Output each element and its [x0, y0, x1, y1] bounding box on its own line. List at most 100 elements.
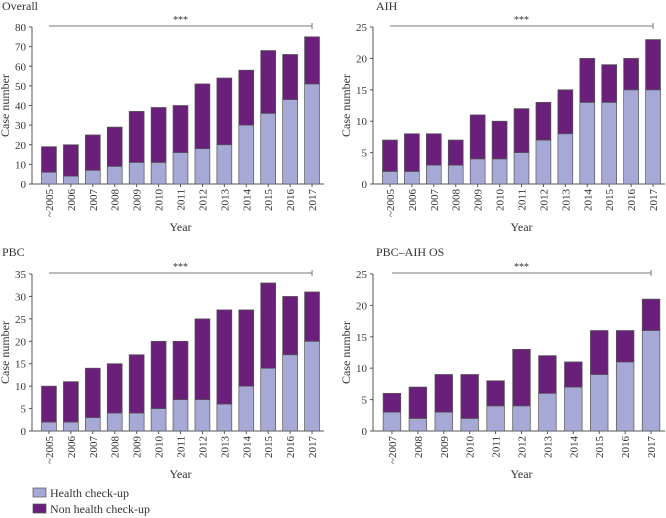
bar-health-checkup — [486, 405, 505, 432]
x-tick-label: 2011 — [176, 436, 188, 458]
panel-title: PBC–AIH OS — [376, 245, 444, 259]
x-tick-label: 2011 — [491, 436, 503, 458]
significance-label: *** — [514, 15, 529, 26]
bar-health-checkup — [260, 367, 276, 432]
bar-non-health-checkup — [557, 89, 574, 135]
x-tick-label: ~2005 — [385, 189, 397, 217]
x-tick-label: 2016 — [620, 436, 632, 459]
bar-health-checkup — [85, 169, 101, 185]
legend-label: Non health check-up — [50, 502, 150, 516]
bar-non-health-checkup — [382, 139, 398, 172]
bar-health-checkup — [238, 124, 255, 185]
x-tick-label: 2010 — [154, 189, 166, 212]
bar-non-health-checkup — [426, 133, 442, 166]
x-tick-label: 2009 — [473, 189, 485, 212]
chart-panel-0: Overall 0 10 20 30 40 50 60 70 80 Case number ~2005… — [0, 0, 324, 234]
bar-health-checkup — [304, 340, 320, 432]
chart-panel-1: AIH 0 5 10 15 20 25 Case number ~2005 2006 2007 200… — [339, 0, 665, 234]
x-tick-label: 2014 — [241, 436, 253, 459]
bar-health-checkup — [512, 405, 531, 432]
bar-health-checkup — [623, 89, 639, 185]
bar-non-health-checkup — [538, 355, 557, 394]
bar-health-checkup — [85, 417, 101, 432]
bar-health-checkup — [63, 175, 79, 185]
bar-health-checkup — [172, 152, 189, 185]
bar-health-checkup — [150, 162, 167, 185]
x-tick-label: 2014 — [241, 189, 253, 212]
bar-non-health-checkup — [150, 340, 167, 409]
bar-non-health-checkup — [645, 39, 661, 91]
x-tick-label: 2008 — [413, 436, 425, 459]
bar-non-health-checkup — [513, 108, 530, 153]
bar-health-checkup — [194, 399, 211, 432]
bar-health-checkup — [128, 412, 145, 432]
x-tick-label: 2016 — [626, 189, 638, 212]
bar-health-checkup — [469, 158, 486, 185]
bar-health-checkup — [282, 354, 298, 432]
y-tick-label: 10 — [15, 159, 27, 171]
bar-non-health-checkup — [172, 340, 189, 400]
bar-health-checkup — [172, 399, 189, 432]
bar-non-health-checkup — [85, 134, 101, 171]
bar-health-checkup — [601, 102, 617, 185]
y-axis-label: Case number — [0, 321, 12, 384]
bar-non-health-checkup — [63, 381, 79, 423]
x-tick-label: 2017 — [307, 189, 319, 212]
x-tick-label: 2017 — [307, 436, 319, 459]
legend-swatch — [32, 503, 47, 514]
bar-non-health-checkup — [491, 120, 508, 160]
x-tick-label: 2006 — [66, 436, 78, 459]
bar-health-checkup — [282, 99, 298, 185]
bar-health-checkup — [538, 392, 557, 432]
bar-non-health-checkup — [282, 54, 298, 100]
bar-non-health-checkup — [150, 107, 167, 163]
x-tick-label: 2007 — [88, 436, 100, 459]
x-tick-label: 2013 — [219, 189, 231, 212]
bar-health-checkup — [645, 89, 661, 185]
y-tick-label: 10 — [356, 116, 368, 128]
bar-health-checkup — [491, 158, 508, 185]
bar-non-health-checkup — [216, 77, 233, 146]
bar-non-health-checkup — [41, 385, 57, 423]
y-tick-label: 15 — [15, 359, 27, 371]
x-tick-label: 2017 — [646, 436, 658, 459]
x-tick-label: 2007 — [429, 189, 441, 212]
legend-label: Health check-up — [50, 486, 129, 500]
x-tick-label: 2012 — [197, 436, 209, 458]
bar-non-health-checkup — [447, 139, 464, 166]
bar-non-health-checkup — [382, 392, 402, 413]
y-tick-label: 15 — [356, 85, 368, 97]
bar-non-health-checkup — [238, 69, 255, 126]
bar-non-health-checkup — [512, 349, 531, 407]
bar-non-health-checkup — [260, 50, 276, 114]
bar-non-health-checkup — [460, 374, 479, 419]
bar-health-checkup — [535, 139, 552, 185]
bar-health-checkup — [382, 171, 398, 185]
bar-health-checkup — [238, 385, 255, 432]
x-tick-label: 2012 — [197, 189, 209, 211]
x-tick-label: 2016 — [285, 189, 297, 212]
x-tick-label: 2016 — [285, 436, 297, 459]
bar-non-health-checkup — [304, 36, 320, 85]
x-tick-label: 2008 — [451, 189, 463, 212]
y-tick-label: 20 — [15, 140, 27, 152]
y-tick-label: 30 — [15, 291, 27, 303]
x-tick-label: ~2005 — [44, 189, 56, 217]
y-axis-label: Case number — [339, 321, 353, 384]
bar-non-health-checkup — [641, 298, 661, 331]
x-tick-label: 2015 — [594, 436, 606, 459]
bar-non-health-checkup — [615, 330, 635, 363]
bar-non-health-checkup — [408, 386, 428, 419]
bar-non-health-checkup — [194, 318, 211, 400]
x-tick-label: 2013 — [560, 189, 572, 212]
x-tick-label: 2010 — [465, 436, 477, 459]
bar-non-health-checkup — [469, 114, 486, 160]
bar-health-checkup — [304, 83, 320, 185]
legend-item: Health check-up — [32, 486, 129, 500]
x-tick-label: 2008 — [110, 189, 122, 212]
x-axis-label: Year — [169, 467, 191, 481]
y-tick-label: 15 — [356, 332, 368, 344]
bar-non-health-checkup — [238, 309, 255, 387]
x-tick-label: 2009 — [439, 436, 451, 459]
